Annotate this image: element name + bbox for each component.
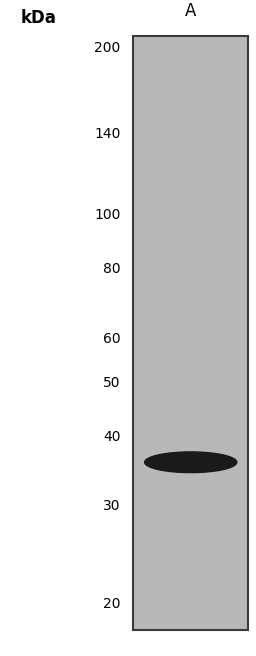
Text: 30: 30 [103,499,120,513]
Text: 80: 80 [103,262,120,276]
Text: 50: 50 [103,376,120,390]
Text: 60: 60 [103,332,120,346]
Text: A: A [185,2,196,20]
Text: 20: 20 [103,598,120,611]
Bar [133,36,248,630]
Text: 140: 140 [94,127,120,141]
Ellipse shape [145,452,237,472]
Text: 100: 100 [94,209,120,222]
Text: kDa: kDa [20,9,56,28]
Text: 200: 200 [94,41,120,55]
Text: 40: 40 [103,430,120,444]
